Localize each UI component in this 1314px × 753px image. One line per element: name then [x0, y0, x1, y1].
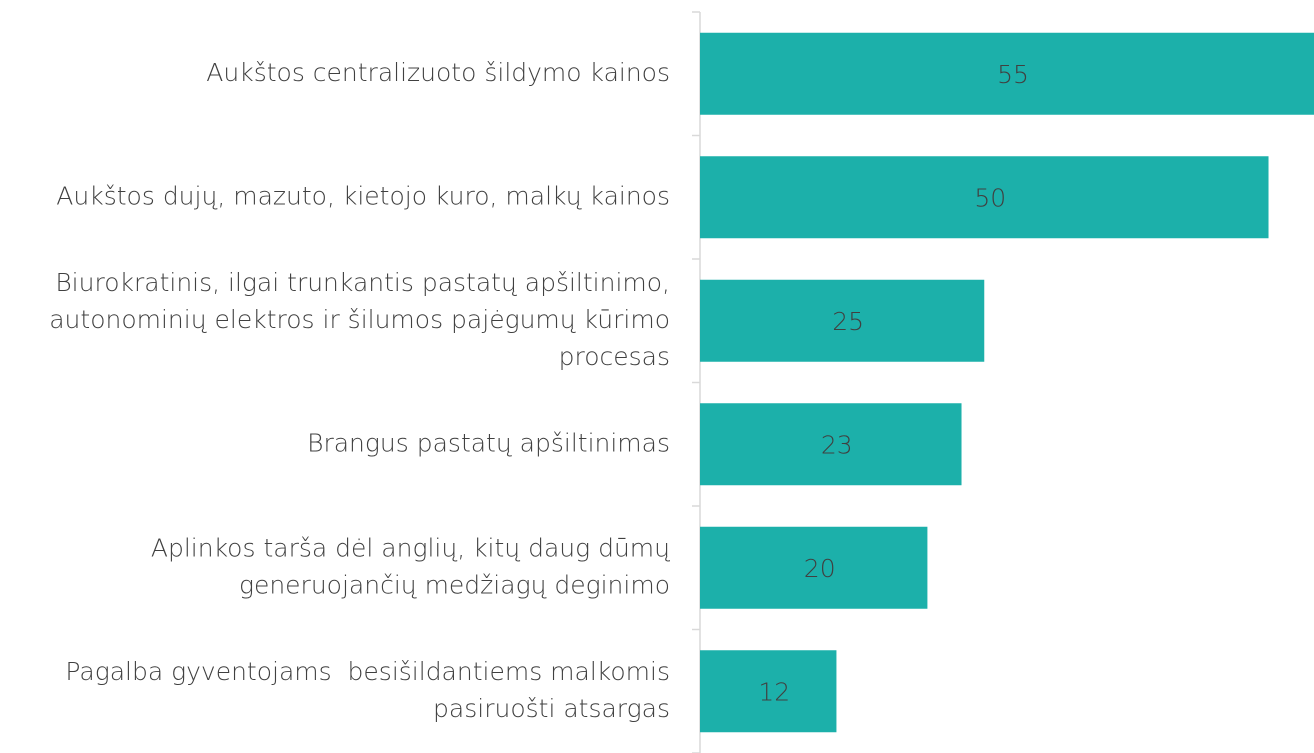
value-label: 23 [821, 430, 853, 459]
value-label: 12 [758, 677, 790, 706]
bar [700, 650, 837, 733]
value-label: 25 [832, 307, 864, 336]
category-label: Pagalba gyventojams besišildantiems malk… [65, 657, 670, 723]
bar [700, 279, 985, 362]
category-label: Aplinkos tarša dėl anglių, kitų daug dūm… [151, 533, 670, 599]
value-label: 50 [974, 183, 1006, 212]
category-label: Aukštos dujų, mazuto, kietojo kuro, malk… [56, 181, 670, 210]
bar [700, 32, 1314, 115]
bar [700, 526, 928, 609]
value-label: 55 [997, 60, 1029, 89]
value-label: 20 [804, 554, 836, 583]
category-label: Brangus pastatų apšiltinimas [307, 428, 670, 457]
bar [700, 403, 962, 486]
category-label: Aukštos centralizuoto šildymo kainos [206, 58, 670, 87]
category-label: Biurokratinis, ilgai trunkantis pastatų … [49, 268, 670, 371]
bar [700, 156, 1269, 239]
